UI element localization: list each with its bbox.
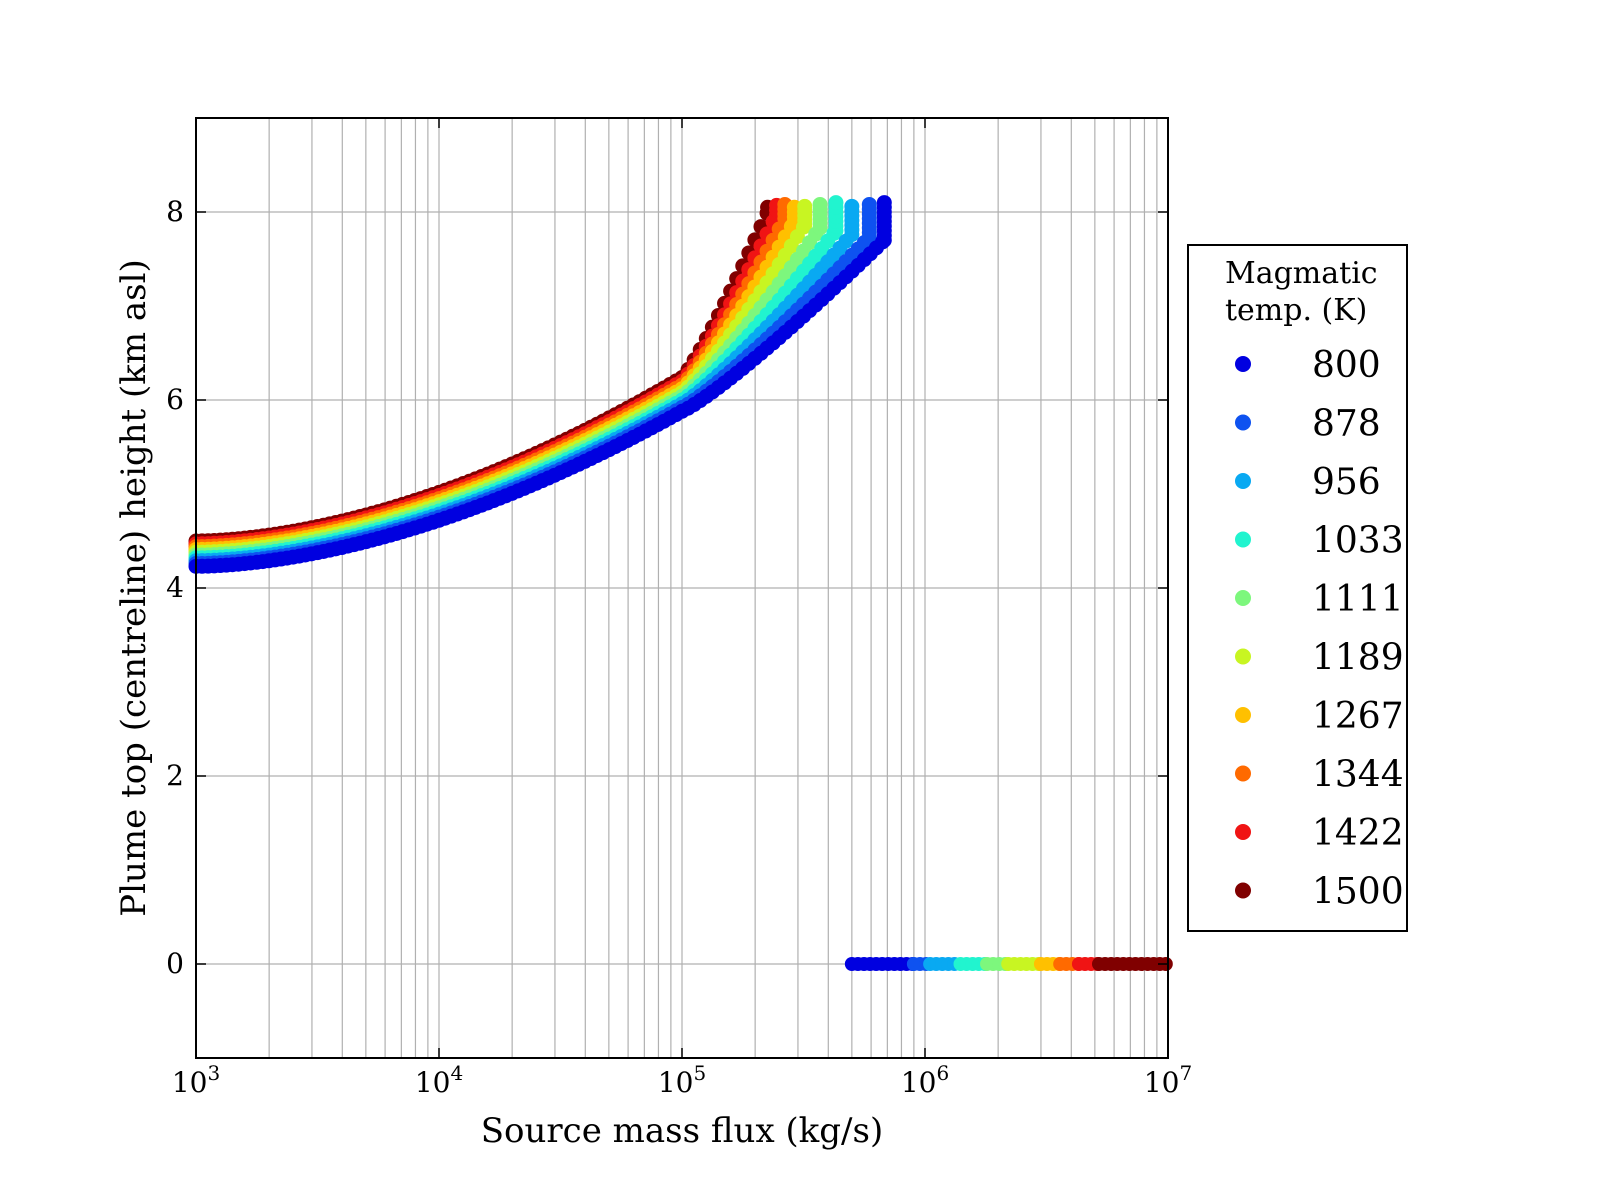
legend-marker (1235, 531, 1251, 548)
legend-title-line2: temp. (K) (1225, 293, 1367, 328)
legend-label: 878 (1312, 404, 1381, 445)
legend-marker (1235, 414, 1251, 431)
data-point (828, 195, 844, 211)
x-tick-label: 105 (658, 1061, 706, 1099)
data-point (844, 198, 860, 214)
legend-entry: 1267 (1235, 696, 1404, 737)
legend-entry: 1033 (1235, 521, 1404, 562)
tick-marks (195, 118, 1169, 1058)
legend-marker (1235, 765, 1251, 782)
legend: Magmatic temp. (K) 800 878 956 1033 1111… (1187, 244, 1408, 932)
legend-label: 1422 (1312, 813, 1404, 854)
y-tick-label: 4 (166, 571, 184, 604)
y-tick-label: 6 (166, 383, 184, 416)
legend-marker (1235, 473, 1251, 489)
y-tick-label: 8 (166, 195, 184, 228)
legend-entry: 1500 (1235, 872, 1404, 913)
legend-entry: 878 (1235, 404, 1381, 445)
legend-label: 956 (1312, 462, 1381, 503)
data-point (876, 195, 892, 211)
y-tick-label: 2 (166, 759, 184, 792)
data-point (861, 196, 877, 212)
legend-label: 800 (1312, 345, 1381, 386)
legend-marker (1235, 590, 1251, 606)
legend-box (1187, 244, 1408, 932)
data-points (188, 195, 1173, 971)
legend-marker (1235, 882, 1251, 899)
y-tick-label: 0 (166, 947, 184, 980)
y-tick-labels: 0 2 4 6 8 (166, 195, 184, 980)
legend-entry: 956 (1235, 462, 1381, 503)
legend-label: 1500 (1312, 872, 1404, 913)
legend-entry: 1189 (1235, 638, 1404, 679)
legend-marker (1235, 648, 1251, 665)
grid (196, 118, 1168, 1058)
legend-label: 1111 (1312, 579, 1404, 620)
y-axis-title: Plume top (centreline) height (km asl) (114, 259, 154, 917)
legend-marker (1235, 824, 1251, 840)
x-tick-label: 104 (415, 1061, 463, 1099)
legend-label: 1189 (1312, 638, 1404, 679)
data-point (797, 198, 813, 214)
legend-entry: 800 (1235, 345, 1381, 386)
legend-label: 1033 (1312, 521, 1404, 562)
data-point (812, 196, 828, 212)
legend-entry: 1344 (1235, 755, 1404, 796)
legend-title-line1: Magmatic (1225, 256, 1378, 291)
x-axis-title: Source mass flux (kg/s) (481, 1111, 883, 1151)
legend-marker (1235, 707, 1251, 723)
x-tick-label: 107 (1144, 1061, 1192, 1099)
legend-marker (1235, 356, 1251, 372)
x-tick-label: 106 (901, 1061, 949, 1099)
x-tick-label: 103 (172, 1061, 220, 1099)
legend-entries: 800 878 956 1033 1111 1189 1267 1344 142… (1235, 345, 1404, 913)
legend-entry: 1111 (1235, 579, 1404, 620)
x-tick-labels: 103 104 105 106 107 (172, 1061, 1192, 1099)
legend-label: 1267 (1312, 696, 1404, 737)
legend-entry: 1422 (1235, 813, 1404, 854)
legend-label: 1344 (1312, 755, 1404, 796)
